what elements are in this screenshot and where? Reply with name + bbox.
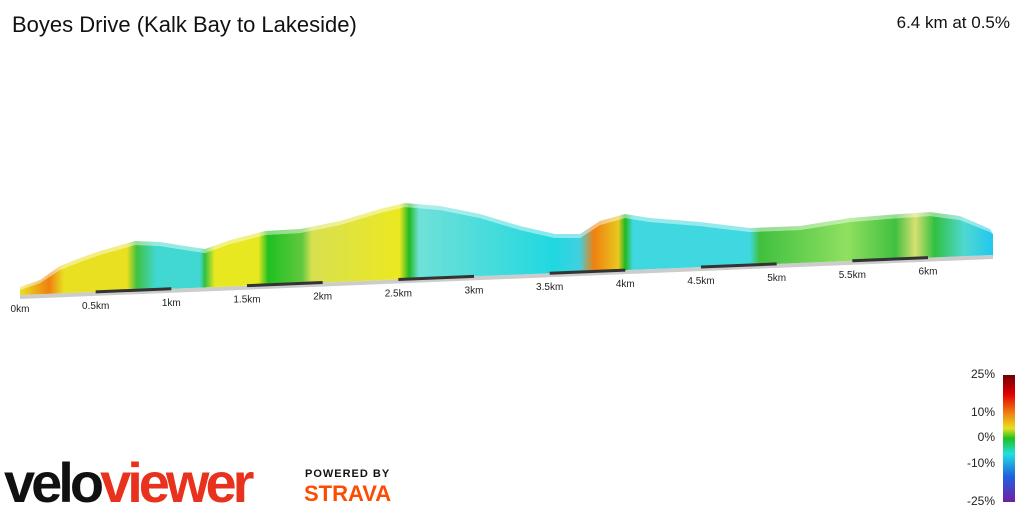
logo: veloviewer (4, 451, 254, 512)
distance-bar (246, 281, 323, 288)
legend-label: -10% (967, 456, 995, 470)
distance-label: 5.5km (839, 270, 866, 281)
distance-label: 4km (616, 279, 635, 290)
powered-by: POWERED BY (305, 468, 390, 480)
distance-label: 0.5km (82, 301, 109, 312)
distance-labels: 0km 0.5km 1km 1.5km 2km 2.5km 3km 3.5km 4km 4.5km… (11, 256, 938, 315)
profile-top (20, 203, 993, 290)
summary: 6.4 km at 0.5% (897, 13, 1010, 32)
strava: STRAVA (304, 481, 391, 506)
logo-velo: velo (4, 451, 103, 512)
distance-label: 6km (919, 267, 938, 278)
distance-label: 1km (162, 298, 181, 309)
distance-bar (398, 274, 475, 281)
profile (20, 207, 993, 295)
legend-label: 10% (971, 405, 995, 419)
distance-label: 1.5km (233, 295, 260, 306)
distance-bar (852, 256, 929, 263)
legend: 25% 10% 0% -10% -25% (967, 367, 995, 508)
distance-label: 4.5km (687, 276, 714, 287)
legend-label: 0% (978, 430, 996, 444)
legend-label: -25% (967, 494, 995, 508)
distance-label: 2.5km (385, 288, 412, 299)
distance-label: 2km (313, 292, 332, 303)
legend-bar (1003, 375, 1015, 502)
logo-viewer: viewer (100, 451, 254, 512)
distance-bar (700, 262, 777, 269)
distance-label: 3.5km (536, 282, 563, 293)
distance-label: 0km (11, 304, 30, 315)
distance-bar (95, 287, 172, 294)
distance-label: 3km (465, 285, 484, 296)
distance-bar (549, 268, 626, 275)
legend-label: 25% (971, 367, 995, 381)
title: Boyes Drive (Kalk Bay to Lakeside) (12, 12, 357, 37)
distance-label: 5km (767, 273, 786, 284)
